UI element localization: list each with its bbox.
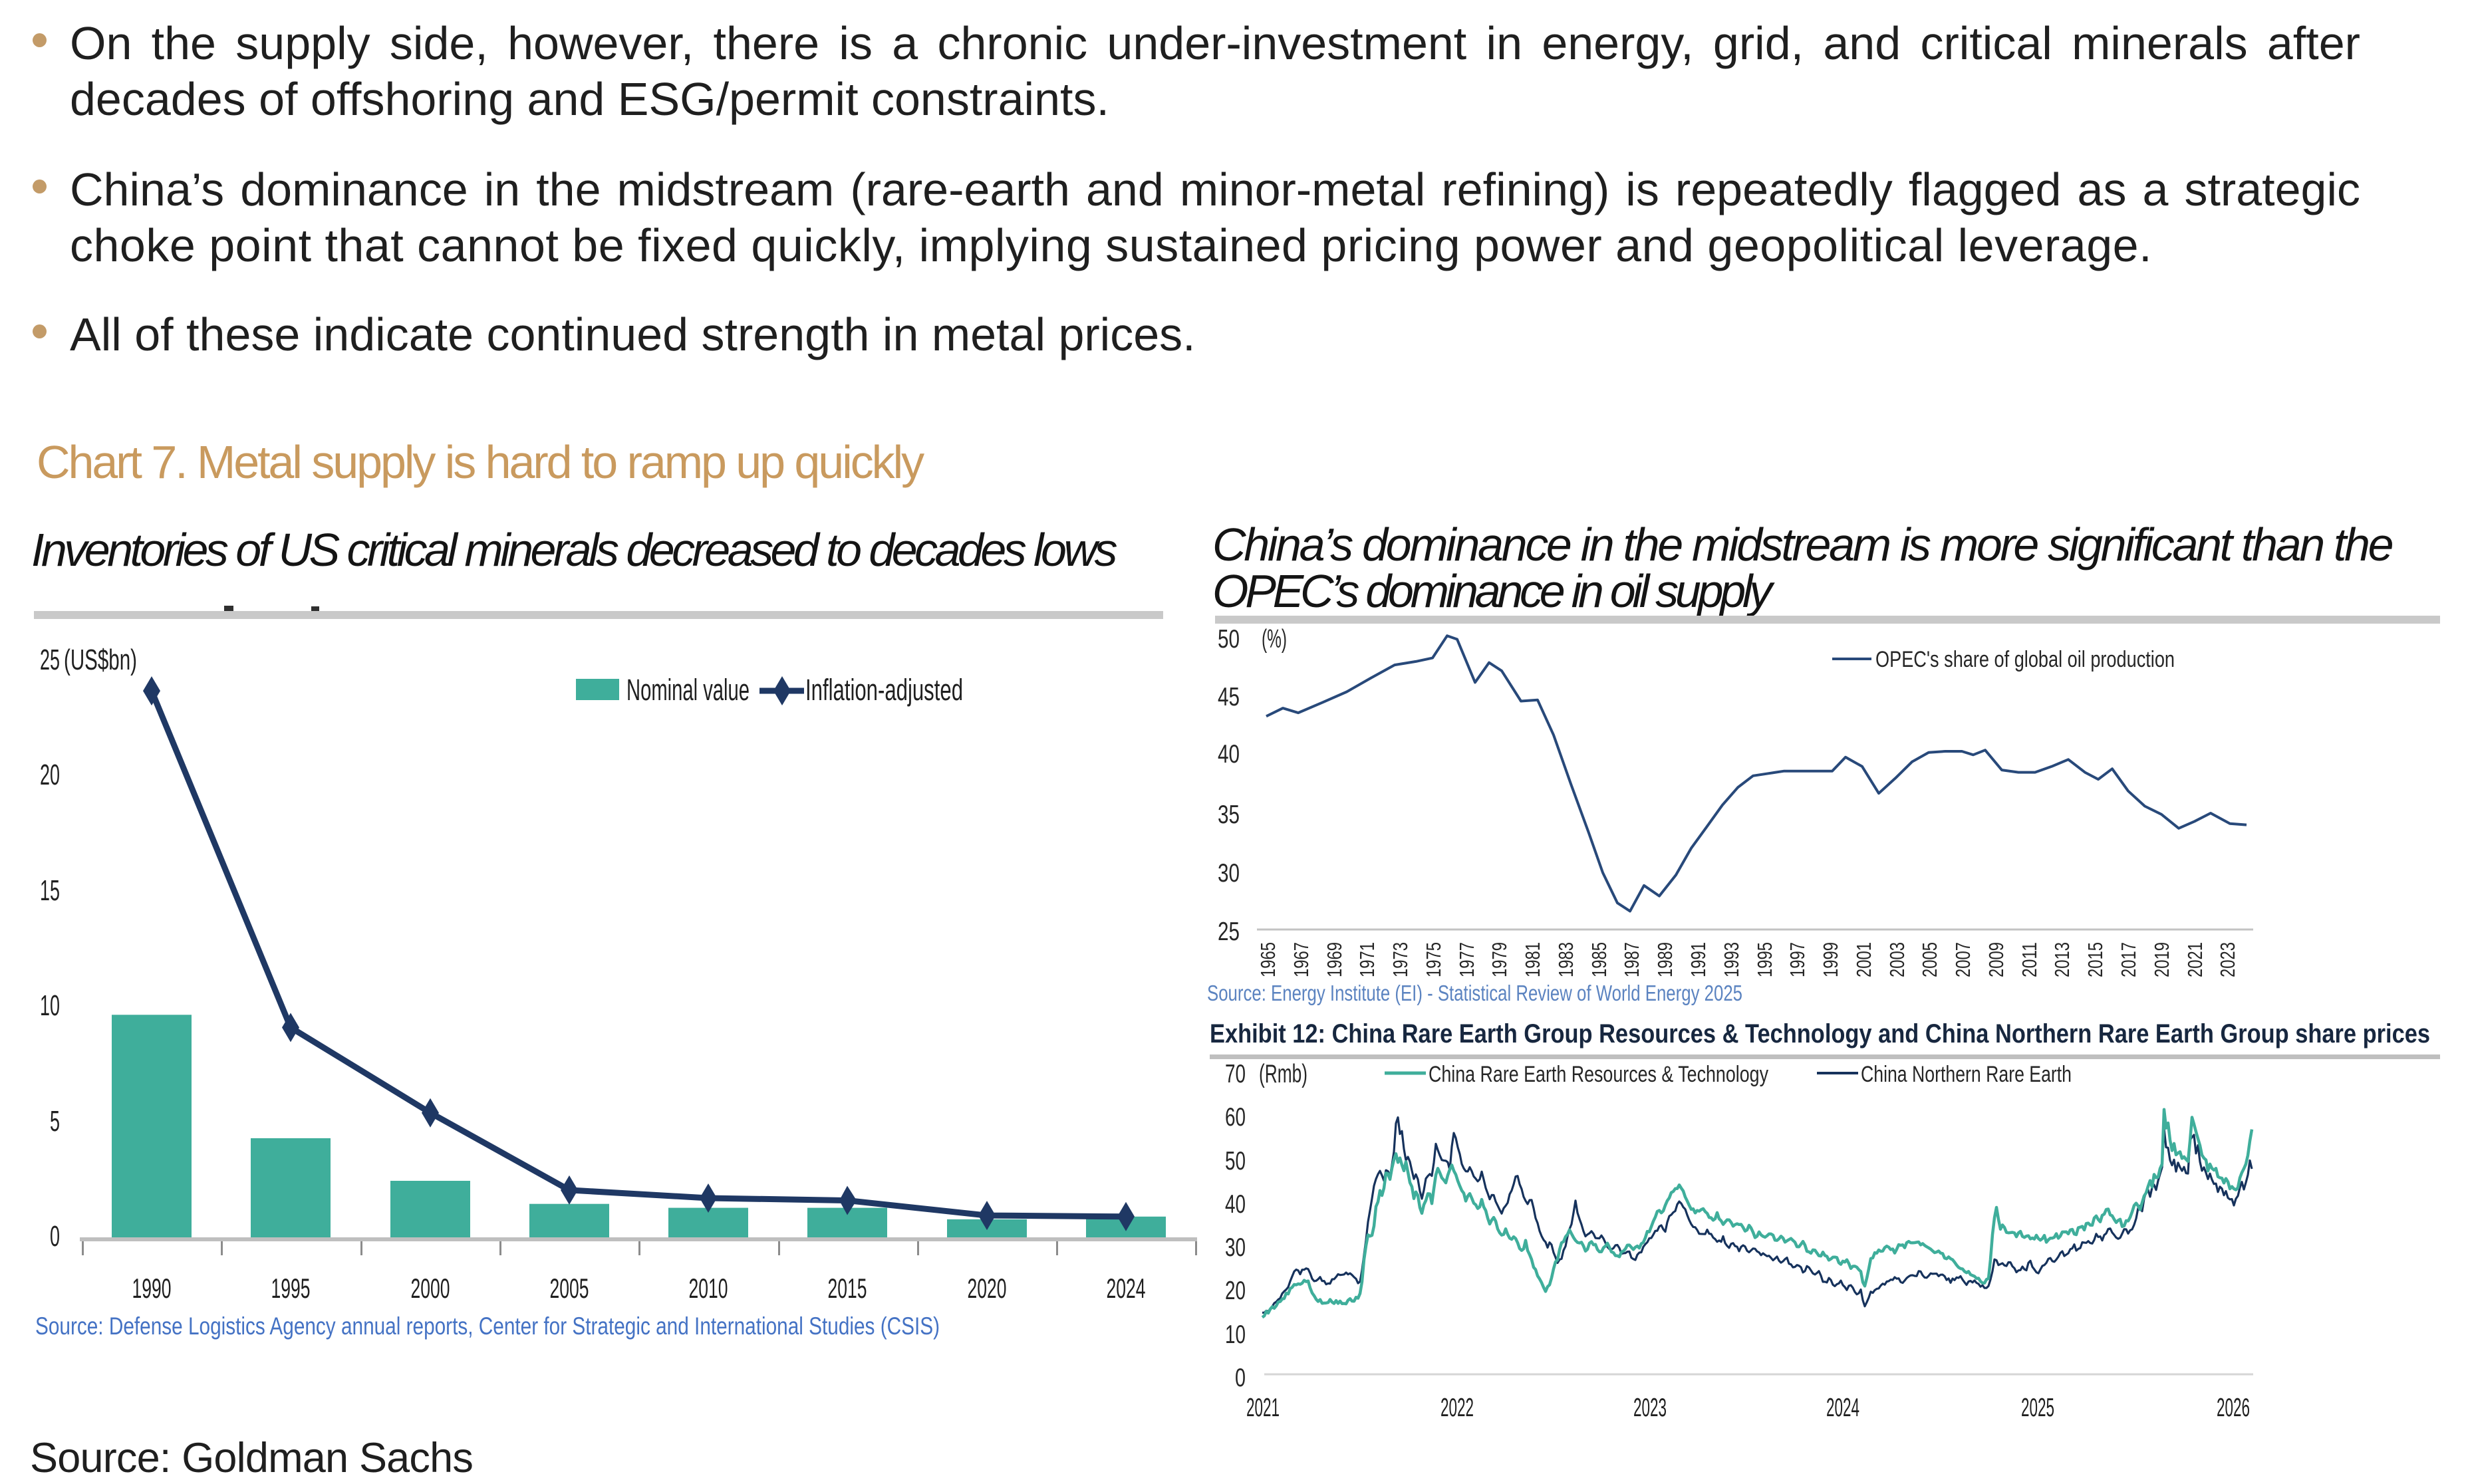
svg-text:1979: 1979 — [1488, 942, 1511, 977]
svg-text:Source: Defense Logistics Agen: Source: Defense Logistics Agency annual … — [35, 1312, 940, 1340]
svg-text:40: 40 — [1225, 1190, 1246, 1219]
svg-text:2017: 2017 — [2117, 942, 2140, 977]
svg-text:2010: 2010 — [689, 1273, 728, 1304]
svg-text:1969: 1969 — [1323, 942, 1346, 977]
svg-text:Exhibit 12: China Rare Earth G: Exhibit 12: China Rare Earth Group Resou… — [1210, 1019, 2430, 1049]
svg-text:30: 30 — [1218, 859, 1240, 888]
svg-text:China Northern Rare Earth: China Northern Rare Earth — [1861, 1062, 2072, 1087]
svg-text:0: 0 — [1235, 1364, 1246, 1392]
svg-text:1971: 1971 — [1355, 942, 1379, 977]
svg-text:50: 50 — [1218, 625, 1240, 654]
svg-text:2005: 2005 — [1918, 942, 1941, 977]
svg-text:1967: 1967 — [1290, 942, 1313, 977]
svg-text:2022: 2022 — [1440, 1394, 1474, 1422]
svg-text:1995: 1995 — [271, 1273, 311, 1304]
svg-text:20: 20 — [40, 759, 60, 791]
svg-text:2021: 2021 — [2183, 942, 2207, 977]
svg-text:5: 5 — [50, 1105, 60, 1138]
svg-text:1981: 1981 — [1521, 942, 1544, 977]
svg-text:2013: 2013 — [2050, 942, 2074, 977]
svg-text:1985: 1985 — [1587, 942, 1611, 977]
svg-text:1991: 1991 — [1687, 942, 1710, 977]
svg-text:2023: 2023 — [2216, 942, 2239, 977]
svg-text:2015: 2015 — [2084, 942, 2107, 977]
svg-text:1995: 1995 — [1753, 942, 1776, 977]
svg-text:70: 70 — [1225, 1060, 1246, 1088]
svg-text:1975: 1975 — [1422, 942, 1445, 977]
svg-text:40: 40 — [1218, 740, 1240, 769]
svg-text:2025: 2025 — [2021, 1394, 2054, 1422]
svg-text:1973: 1973 — [1389, 942, 1412, 977]
svg-text:2024: 2024 — [1107, 1273, 1146, 1304]
svg-text:2023: 2023 — [1633, 1394, 1667, 1422]
svg-text:(Rmb): (Rmb) — [1259, 1060, 1307, 1088]
svg-text:OPEC's share of global oil pro: OPEC's share of global oil production — [1875, 647, 2175, 672]
svg-text:25: 25 — [40, 644, 60, 676]
svg-text:1987: 1987 — [1620, 942, 1643, 977]
svg-text:(US$bn): (US$bn) — [64, 644, 137, 676]
svg-text:50: 50 — [1225, 1147, 1246, 1175]
svg-text:2000: 2000 — [411, 1273, 450, 1304]
svg-text:20: 20 — [1225, 1277, 1246, 1305]
svg-text:35: 35 — [1218, 801, 1240, 829]
svg-text:30: 30 — [1225, 1233, 1246, 1262]
svg-text:1965: 1965 — [1256, 942, 1280, 977]
svg-text:1999: 1999 — [1819, 942, 1842, 977]
svg-text:2020: 2020 — [968, 1273, 1007, 1304]
svg-text:2026: 2026 — [2217, 1394, 2250, 1422]
svg-text:2024: 2024 — [1826, 1394, 1859, 1422]
svg-text:Inflation-adjusted: Inflation-adjusted — [805, 673, 963, 707]
svg-text:1989: 1989 — [1653, 942, 1677, 977]
svg-text:2015: 2015 — [828, 1273, 867, 1304]
svg-text:2007: 2007 — [1951, 942, 1975, 977]
svg-text:2011: 2011 — [2018, 942, 2041, 977]
svg-text:15: 15 — [40, 874, 60, 907]
svg-text:0: 0 — [50, 1220, 60, 1253]
svg-text:1977: 1977 — [1455, 942, 1478, 977]
svg-text:Nominal value: Nominal value — [626, 673, 750, 707]
svg-text:2003: 2003 — [1885, 942, 1909, 977]
svg-text:2019: 2019 — [2150, 942, 2173, 977]
svg-text:10: 10 — [1225, 1320, 1246, 1349]
svg-text:1990: 1990 — [132, 1273, 172, 1304]
svg-text:1993: 1993 — [1720, 942, 1743, 977]
svg-text:2009: 2009 — [1985, 942, 2008, 977]
svg-text:25: 25 — [1218, 918, 1240, 946]
svg-text:60: 60 — [1225, 1103, 1246, 1132]
svg-text:(%): (%) — [1262, 625, 1287, 654]
svg-text:2005: 2005 — [550, 1273, 589, 1304]
svg-text:Source: Energy Institute (EI): Source: Energy Institute (EI) - Statisti… — [1207, 981, 1742, 1005]
svg-text:2001: 2001 — [1852, 942, 1875, 977]
svg-text:1997: 1997 — [1786, 942, 1809, 977]
svg-text:1983: 1983 — [1554, 942, 1577, 977]
svg-text:2021: 2021 — [1246, 1394, 1280, 1422]
svg-text:China Rare Earth Resources & T: China Rare Earth Resources & Technology — [1429, 1062, 1768, 1087]
svg-text:10: 10 — [40, 989, 60, 1022]
svg-text:45: 45 — [1218, 683, 1240, 711]
